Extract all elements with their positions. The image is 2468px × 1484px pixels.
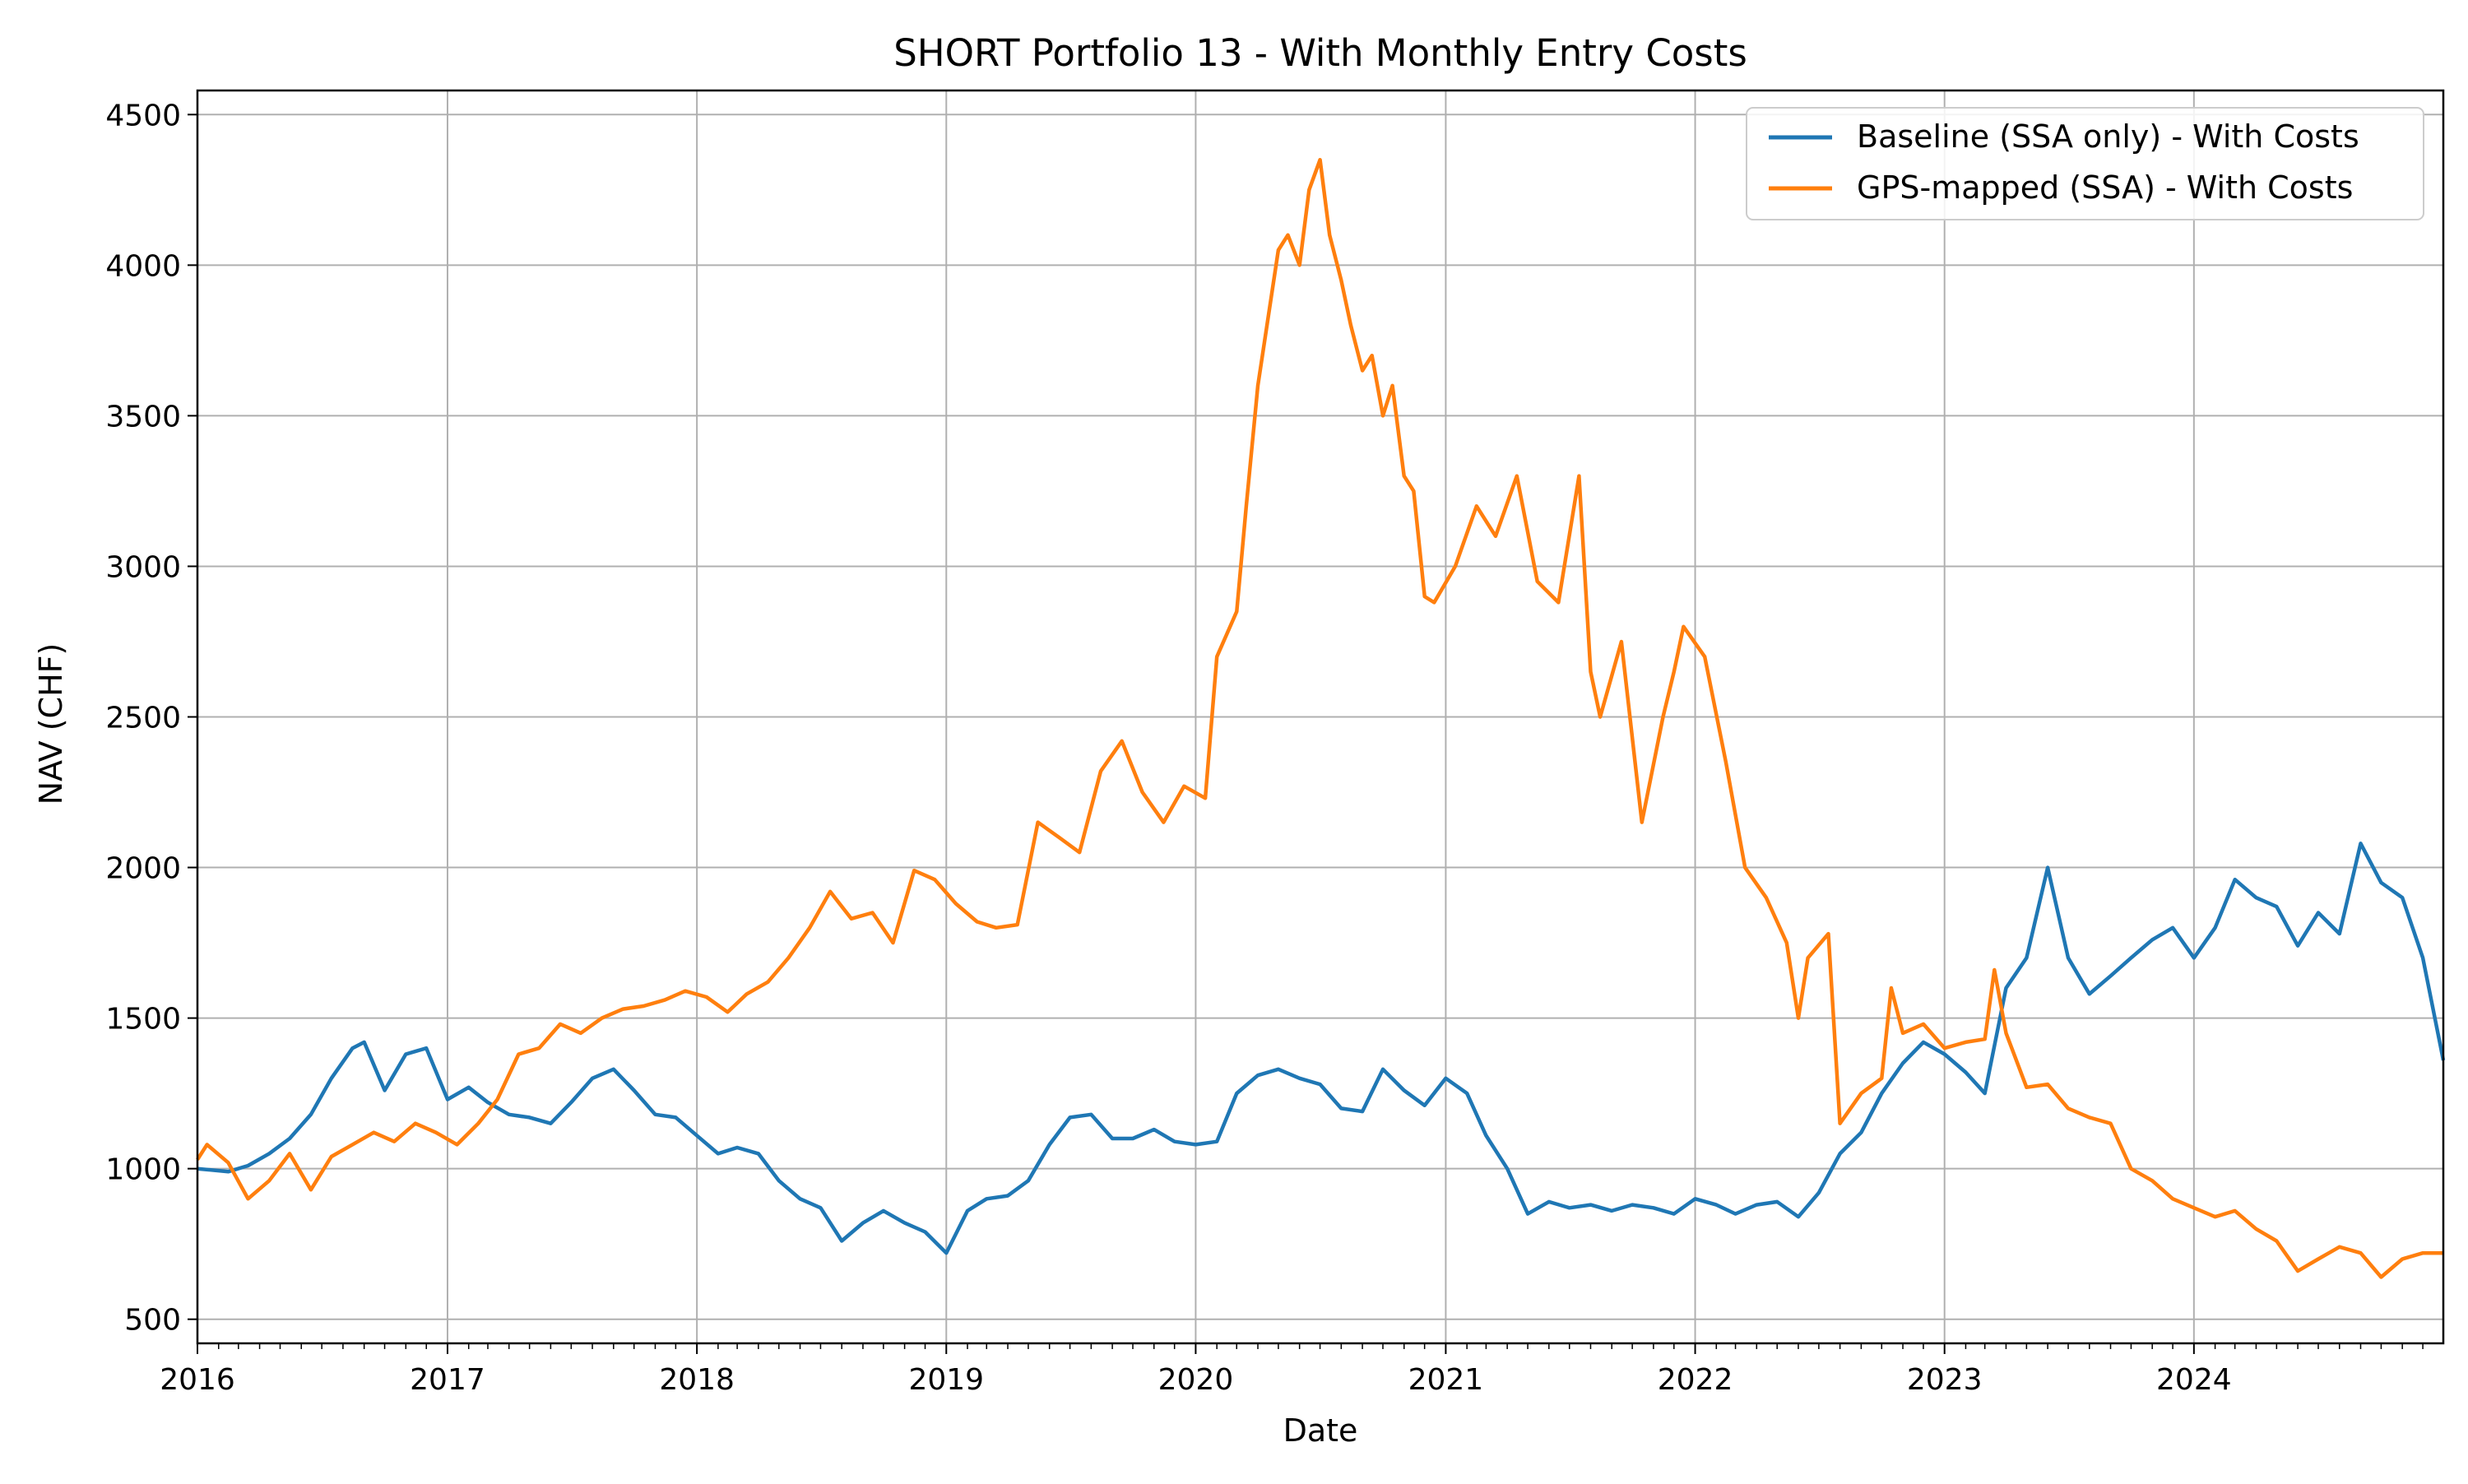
plot-frame [196, 89, 2445, 1345]
y-tick-label: 4500 [105, 99, 181, 132]
legend-label-baseline: Baseline (SSA only) - With Costs [1857, 118, 2359, 155]
x-tick-label: 2021 [1408, 1363, 1484, 1397]
x-tick-label: 2020 [1158, 1363, 1234, 1397]
y-tick-label: 1000 [105, 1153, 181, 1187]
y-tick-label: 2500 [105, 702, 181, 735]
axes: 500 1000 1500 2000 2500 3000 3500 4000 4500 2016 2… [105, 89, 2445, 1397]
y-tick-label: 3500 [105, 400, 181, 434]
x-axis-label: Date [1283, 1412, 1358, 1449]
legend: Baseline (SSA only) - With Costs GPS-map… [1746, 107, 2424, 220]
y-tick-label: 2000 [105, 852, 181, 886]
x-tick-label: 2024 [2156, 1363, 2232, 1397]
y-tick-label: 4000 [105, 249, 181, 283]
series-layer [196, 157, 2446, 1279]
x-tick-label: 2016 [160, 1363, 235, 1397]
grid-lines [197, 90, 2443, 1343]
series-line-baseline [197, 842, 2446, 1255]
y-tick-label: 3000 [105, 550, 181, 584]
chart-title: SHORT Portfolio 13 - With Monthly Entry … [893, 31, 1747, 75]
y-tick-label: 500 [124, 1304, 181, 1338]
legend-label-gps: GPS-mapped (SSA) - With Costs [1857, 169, 2353, 206]
x-tick-label: 2017 [410, 1363, 485, 1397]
x-tick-label: 2023 [1907, 1363, 1983, 1397]
x-tick-label: 2018 [659, 1363, 735, 1397]
x-tick-label: 2019 [908, 1363, 984, 1397]
y-tick-label: 1500 [105, 1003, 181, 1036]
series-line-gps-mapped [196, 157, 2443, 1279]
y-axis-label: NAV (CHF) [33, 643, 69, 805]
x-tick-label: 2022 [1658, 1363, 1733, 1397]
legend-frame [1746, 107, 2424, 220]
